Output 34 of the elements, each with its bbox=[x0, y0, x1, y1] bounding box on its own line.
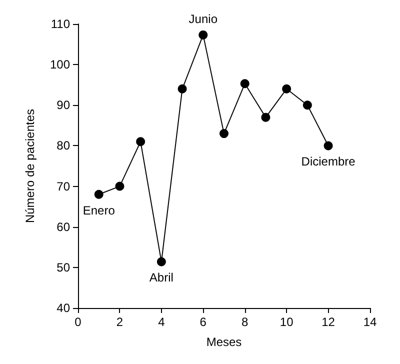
y-tick-label: 50 bbox=[56, 260, 70, 274]
y-tick-label: 90 bbox=[56, 98, 70, 112]
point bbox=[302, 100, 312, 110]
point bbox=[282, 84, 292, 94]
annotation: Junio bbox=[188, 12, 218, 26]
point bbox=[240, 79, 250, 88]
x-tick-label: 14 bbox=[363, 315, 377, 329]
point bbox=[198, 30, 208, 40]
y-tick-label: 60 bbox=[56, 220, 70, 234]
x-axis-title: Meses bbox=[206, 335, 242, 349]
point bbox=[94, 190, 104, 199]
x-tick-label: 6 bbox=[200, 315, 207, 329]
x-tick-label: 0 bbox=[74, 315, 82, 329]
point bbox=[220, 129, 228, 138]
annotation: Enero bbox=[82, 203, 116, 218]
y-tick-label: 110 bbox=[50, 17, 70, 31]
y-tick-label: 40 bbox=[56, 301, 70, 315]
point bbox=[136, 137, 146, 146]
x-tick-label: 12 bbox=[322, 315, 336, 329]
point bbox=[178, 84, 187, 94]
y-tick-label: 100 bbox=[50, 58, 70, 72]
point bbox=[156, 257, 166, 266]
point bbox=[324, 141, 333, 150]
x-tick-label: 2 bbox=[116, 315, 124, 329]
annotation: Diciembre bbox=[301, 154, 356, 169]
x-tick-label: 8 bbox=[242, 315, 249, 329]
point bbox=[115, 182, 124, 191]
y-axis-title: Número de pacientes bbox=[23, 108, 37, 224]
point bbox=[261, 112, 270, 122]
x-tick-label: 4 bbox=[158, 315, 166, 329]
y-tick-label: 80 bbox=[56, 138, 70, 153]
y-tick-label: 70 bbox=[56, 179, 70, 194]
annotation: Abril bbox=[149, 270, 174, 285]
x-tick-label: 10 bbox=[280, 315, 294, 329]
